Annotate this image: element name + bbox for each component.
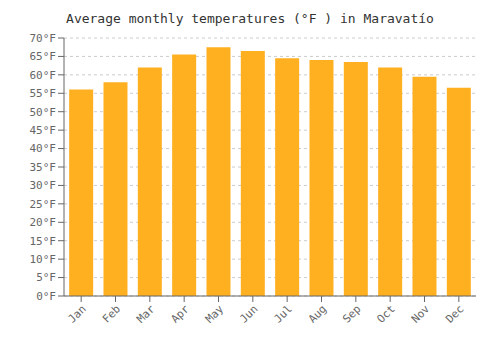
svg-text:45°F: 45°F [30,124,57,137]
svg-text:35°F: 35°F [30,161,57,174]
svg-text:55°F: 55°F [30,87,57,100]
svg-text:65°F: 65°F [30,50,57,63]
svg-text:15°F: 15°F [30,235,57,248]
svg-text:May: May [203,302,227,326]
svg-text:30°F: 30°F [30,179,57,192]
svg-text:Feb: Feb [100,302,123,325]
svg-text:Jun: Jun [237,302,260,325]
svg-text:70°F: 70°F [30,32,57,45]
svg-text:Jan: Jan [66,302,89,325]
svg-text:Mar: Mar [134,302,158,326]
svg-text:Dec: Dec [443,302,466,325]
svg-text:25°F: 25°F [30,198,57,211]
svg-text:Aug: Aug [306,302,329,325]
svg-text:10°F: 10°F [30,253,57,266]
svg-text:Apr: Apr [169,302,193,326]
svg-text:0°F: 0°F [36,290,56,303]
svg-text:Jul: Jul [272,302,295,325]
svg-text:50°F: 50°F [30,106,57,119]
svg-text:20°F: 20°F [30,216,57,229]
svg-text:Nov: Nov [409,302,433,326]
svg-text:40°F: 40°F [30,142,57,155]
svg-text:Oct: Oct [375,302,398,325]
html-text:Average monthly temperatures (: Average monthly temperatures (°F ) in Ma… [66,11,434,26]
svg-text:5°F: 5°F [36,271,56,284]
svg-text:Sep: Sep [340,302,363,325]
svg-text:60°F: 60°F [30,69,57,82]
